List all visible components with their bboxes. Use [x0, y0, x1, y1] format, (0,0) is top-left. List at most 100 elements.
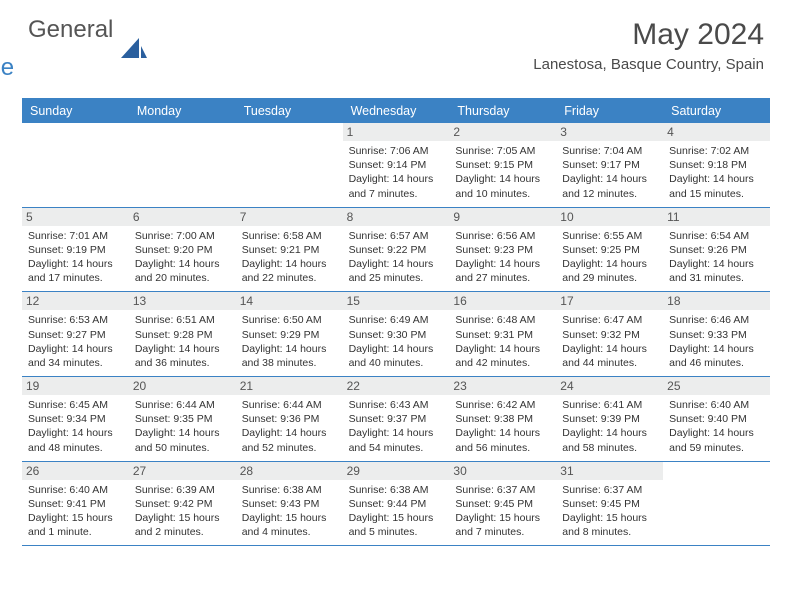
- day-info: Sunrise: 6:48 AMSunset: 9:31 PMDaylight:…: [455, 313, 550, 370]
- day-number: 19: [22, 377, 129, 395]
- day-cell: 13Sunrise: 6:51 AMSunset: 9:28 PMDayligh…: [129, 292, 236, 376]
- day-info: Sunrise: 6:40 AMSunset: 9:41 PMDaylight:…: [28, 483, 123, 540]
- day-number: 25: [663, 377, 770, 395]
- day-info: Sunrise: 6:44 AMSunset: 9:36 PMDaylight:…: [242, 398, 337, 455]
- day-info: Sunrise: 6:56 AMSunset: 9:23 PMDaylight:…: [455, 229, 550, 286]
- day-number: 21: [236, 377, 343, 395]
- day-number: 20: [129, 377, 236, 395]
- day-cell: 22Sunrise: 6:43 AMSunset: 9:37 PMDayligh…: [343, 377, 450, 461]
- week-row: 1Sunrise: 7:06 AMSunset: 9:14 PMDaylight…: [22, 123, 770, 208]
- day-cell: 12 Sunrise: 6:53 AMSunset: 9:27 PMDayligh…: [22, 292, 129, 376]
- day-cell: 17 Sunrise: 6:47 AMSunset: 9:32 PMDayligh…: [556, 292, 663, 376]
- day-number: 1: [343, 123, 450, 141]
- day-info: Sunrise: 7:01 AMSunset: 9:19 PMDaylight:…: [28, 229, 123, 286]
- day-info: Sunrise: 6:46 AMSunset: 9:33 PMDaylight:…: [669, 313, 764, 370]
- week-row: 19 Sunrise: 6:45 AMSunset: 9:34 PMDayligh…: [22, 377, 770, 462]
- day-header-tuesday: Tuesday: [236, 99, 343, 123]
- day-header-saturday: Saturday: [663, 99, 770, 123]
- day-info: Sunrise: 6:38 AMSunset: 9:44 PMDaylight:…: [349, 483, 444, 540]
- day-info: Sunrise: 6:39 AMSunset: 9:42 PMDaylight:…: [135, 483, 230, 540]
- day-info: Sunrise: 6:41 AMSunset: 9:39 PMDaylight:…: [562, 398, 657, 455]
- day-number: 27: [129, 462, 236, 480]
- day-info: Sunrise: 6:47 AMSunset: 9:32 PMDaylight:…: [562, 313, 657, 370]
- day-number: 14: [236, 292, 343, 310]
- day-number: 31: [556, 462, 663, 480]
- day-cell: 1Sunrise: 7:06 AMSunset: 9:14 PMDaylight…: [343, 123, 450, 207]
- empty-cell: [22, 123, 129, 207]
- day-cell: 10 Sunrise: 6:55 AMSunset: 9:25 PMDayligh…: [556, 208, 663, 292]
- day-info: Sunrise: 7:00 AMSunset: 9:20 PMDaylight:…: [135, 229, 230, 286]
- day-info: Sunrise: 6:45 AMSunset: 9:34 PMDaylight:…: [28, 398, 123, 455]
- day-number: 23: [449, 377, 556, 395]
- day-cell: 9 Sunrise: 6:56 AMSunset: 9:23 PMDaylight…: [449, 208, 556, 292]
- month-title: May 2024: [533, 18, 764, 52]
- day-cell: 11 Sunrise: 6:54 AMSunset: 9:26 PMDayligh…: [663, 208, 770, 292]
- day-header-thursday: Thursday: [449, 99, 556, 123]
- day-info: Sunrise: 7:04 AMSunset: 9:17 PMDaylight:…: [562, 144, 657, 201]
- day-info: Sunrise: 6:55 AMSunset: 9:25 PMDaylight:…: [562, 229, 657, 286]
- day-number: 29: [343, 462, 450, 480]
- day-info: Sunrise: 6:54 AMSunset: 9:26 PMDaylight:…: [669, 229, 764, 286]
- day-cell: 28 Sunrise: 6:38 AMSunset: 9:43 PMDayligh…: [236, 462, 343, 546]
- day-number: 28: [236, 462, 343, 480]
- day-number: 9: [449, 208, 556, 226]
- day-cell: 25 Sunrise: 6:40 AMSunset: 9:40 PMDayligh…: [663, 377, 770, 461]
- day-cell: 6 Sunrise: 7:00 AMSunset: 9:20 PMDaylight…: [129, 208, 236, 292]
- day-number: 4: [663, 123, 770, 141]
- day-cell: 19 Sunrise: 6:45 AMSunset: 9:34 PMDayligh…: [22, 377, 129, 461]
- title-block: May 2024 Lanestosa, Basque Country, Spai…: [533, 18, 764, 73]
- location: Lanestosa, Basque Country, Spain: [533, 56, 764, 73]
- day-cell: 7Sunrise: 6:58 AMSunset: 9:21 PMDaylight…: [236, 208, 343, 292]
- day-cell: 14 Sunrise: 6:50 AMSunset: 9:29 PMDayligh…: [236, 292, 343, 376]
- day-number: 16: [449, 292, 556, 310]
- day-number: 10: [556, 208, 663, 226]
- day-number: 30: [449, 462, 556, 480]
- logo: General Blue: [28, 18, 149, 80]
- day-number: 13: [129, 292, 236, 310]
- day-cell: 21 Sunrise: 6:44 AMSunset: 9:36 PMDayligh…: [236, 377, 343, 461]
- day-number: 17: [556, 292, 663, 310]
- week-row: 26 Sunrise: 6:40 AMSunset: 9:41 PMDayligh…: [22, 462, 770, 547]
- day-cell: 27 Sunrise: 6:39 AMSunset: 9:42 PMDayligh…: [129, 462, 236, 546]
- week-row: 12 Sunrise: 6:53 AMSunset: 9:27 PMDayligh…: [22, 292, 770, 377]
- day-cell: 16 Sunrise: 6:48 AMSunset: 9:31 PMDayligh…: [449, 292, 556, 376]
- day-header-wednesday: Wednesday: [343, 99, 450, 123]
- day-cell: 3Sunrise: 7:04 AMSunset: 9:17 PMDaylight…: [556, 123, 663, 207]
- day-info: Sunrise: 6:50 AMSunset: 9:29 PMDaylight:…: [242, 313, 337, 370]
- day-info: Sunrise: 6:37 AMSunset: 9:45 PMDaylight:…: [455, 483, 550, 540]
- day-number: 8: [343, 208, 450, 226]
- day-number: 11: [663, 208, 770, 226]
- logo-text-general: General: [28, 18, 113, 42]
- day-info: Sunrise: 6:40 AMSunset: 9:40 PMDaylight:…: [669, 398, 764, 455]
- day-header-row: SundayMondayTuesdayWednesdayThursdayFrid…: [22, 99, 770, 123]
- day-cell: 15Sunrise: 6:49 AMSunset: 9:30 PMDayligh…: [343, 292, 450, 376]
- day-cell: 31Sunrise: 6:37 AMSunset: 9:45 PMDayligh…: [556, 462, 663, 546]
- day-number: 12: [22, 292, 129, 310]
- day-info: Sunrise: 6:43 AMSunset: 9:37 PMDaylight:…: [349, 398, 444, 455]
- empty-cell: [236, 123, 343, 207]
- day-cell: 5Sunrise: 7:01 AMSunset: 9:19 PMDaylight…: [22, 208, 129, 292]
- empty-cell: [663, 462, 770, 546]
- day-number: 7: [236, 208, 343, 226]
- header: General Blue May 2024 Lanestosa, Basque …: [0, 0, 792, 88]
- day-header-monday: Monday: [129, 99, 236, 123]
- day-header-sunday: Sunday: [22, 99, 129, 123]
- day-number: 15: [343, 292, 450, 310]
- day-info: Sunrise: 7:05 AMSunset: 9:15 PMDaylight:…: [455, 144, 550, 201]
- calendar: SundayMondayTuesdayWednesdayThursdayFrid…: [22, 98, 770, 546]
- empty-cell: [129, 123, 236, 207]
- day-info: Sunrise: 6:38 AMSunset: 9:43 PMDaylight:…: [242, 483, 337, 540]
- day-info: Sunrise: 7:02 AMSunset: 9:18 PMDaylight:…: [669, 144, 764, 201]
- day-cell: 26 Sunrise: 6:40 AMSunset: 9:41 PMDayligh…: [22, 462, 129, 546]
- day-cell: 24 Sunrise: 6:41 AMSunset: 9:39 PMDayligh…: [556, 377, 663, 461]
- day-cell: 4 Sunrise: 7:02 AMSunset: 9:18 PMDaylight…: [663, 123, 770, 207]
- day-cell: 23Sunrise: 6:42 AMSunset: 9:38 PMDayligh…: [449, 377, 556, 461]
- week-row: 5Sunrise: 7:01 AMSunset: 9:19 PMDaylight…: [22, 208, 770, 293]
- day-cell: 2Sunrise: 7:05 AMSunset: 9:15 PMDaylight…: [449, 123, 556, 207]
- day-number: 26: [22, 462, 129, 480]
- day-number: 24: [556, 377, 663, 395]
- day-number: 6: [129, 208, 236, 226]
- day-info: Sunrise: 6:53 AMSunset: 9:27 PMDaylight:…: [28, 313, 123, 370]
- day-info: Sunrise: 6:44 AMSunset: 9:35 PMDaylight:…: [135, 398, 230, 455]
- day-cell: 20 Sunrise: 6:44 AMSunset: 9:35 PMDayligh…: [129, 377, 236, 461]
